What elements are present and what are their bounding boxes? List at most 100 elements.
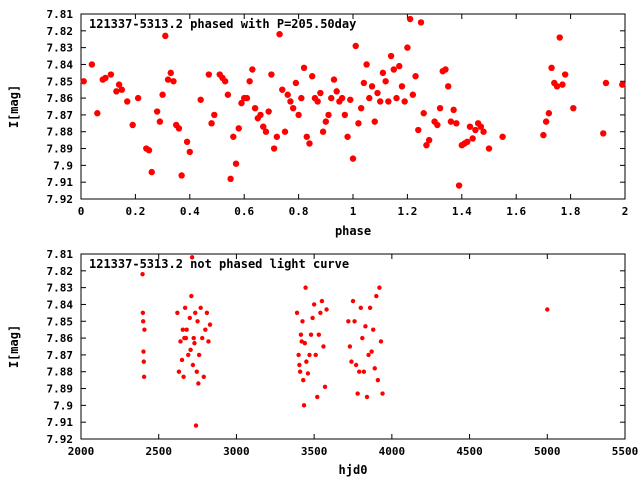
y-tick-label: 7.88 bbox=[47, 126, 74, 139]
data-point bbox=[235, 125, 242, 132]
data-point bbox=[600, 130, 607, 137]
data-point bbox=[302, 340, 308, 346]
data-point bbox=[548, 64, 555, 72]
data-point bbox=[401, 98, 408, 105]
data-point bbox=[257, 111, 264, 119]
data-point bbox=[184, 327, 189, 332]
y-tick-label: 7.9 bbox=[53, 399, 73, 412]
data-point bbox=[297, 362, 302, 368]
data-point bbox=[206, 339, 211, 344]
data-point bbox=[602, 79, 610, 87]
x-tick-label: 0.2 bbox=[125, 205, 145, 218]
data-point bbox=[353, 362, 359, 368]
data-point bbox=[180, 327, 186, 332]
data-point bbox=[129, 121, 136, 129]
data-point bbox=[268, 71, 275, 78]
data-point bbox=[304, 359, 309, 364]
data-point bbox=[208, 120, 215, 127]
data-point bbox=[350, 298, 356, 304]
data-point bbox=[379, 69, 387, 77]
data-point bbox=[313, 352, 318, 358]
y-tick-label: 7.86 bbox=[47, 92, 74, 105]
data-point bbox=[315, 394, 320, 400]
data-point bbox=[140, 271, 145, 277]
data-point bbox=[292, 79, 300, 87]
data-point bbox=[201, 374, 206, 379]
y-tick-label: 7.86 bbox=[47, 332, 74, 345]
data-point bbox=[477, 123, 485, 130]
data-point bbox=[311, 302, 317, 307]
x-tick-label: 1.2 bbox=[397, 205, 417, 218]
data-point bbox=[361, 369, 367, 374]
data-point bbox=[305, 371, 311, 376]
data-point bbox=[279, 86, 286, 93]
data-point bbox=[318, 310, 323, 316]
data-point bbox=[366, 94, 373, 102]
data-point bbox=[88, 61, 96, 68]
data-point bbox=[349, 359, 354, 364]
data-point bbox=[175, 125, 183, 132]
data-point bbox=[140, 310, 146, 316]
data-point bbox=[190, 362, 196, 368]
x-tick-label: 2000 bbox=[68, 445, 95, 458]
data-point bbox=[423, 141, 430, 149]
data-point bbox=[191, 335, 196, 341]
data-point bbox=[393, 94, 400, 102]
y-tick-label: 7.85 bbox=[47, 75, 74, 88]
x-tick-label: 0.8 bbox=[289, 205, 309, 218]
data-point bbox=[357, 104, 365, 112]
y-axis-title: I[mag] bbox=[7, 325, 21, 368]
data-point bbox=[325, 111, 332, 119]
y-tick-label: 7.88 bbox=[47, 366, 74, 379]
x-axis-title: hjd0 bbox=[339, 463, 368, 477]
data-point bbox=[561, 71, 569, 78]
data-point bbox=[192, 340, 197, 346]
data-point bbox=[80, 78, 87, 85]
data-point bbox=[195, 319, 200, 324]
y-tick-label: 7.91 bbox=[47, 176, 74, 189]
data-point bbox=[385, 98, 392, 105]
data-point bbox=[406, 15, 414, 23]
data-point bbox=[368, 83, 376, 90]
data-point bbox=[375, 377, 381, 383]
data-point bbox=[186, 148, 193, 156]
data-point bbox=[141, 374, 147, 379]
data-point bbox=[167, 69, 174, 77]
data-point bbox=[317, 89, 324, 97]
data-point bbox=[324, 307, 329, 312]
data-point bbox=[221, 78, 229, 85]
data-point bbox=[205, 71, 213, 78]
x-tick-label: 5500 bbox=[612, 445, 639, 458]
data-point bbox=[559, 81, 566, 88]
data-point bbox=[374, 89, 381, 97]
data-point bbox=[140, 319, 146, 324]
data-point bbox=[243, 94, 251, 102]
data-point bbox=[113, 88, 120, 95]
data-point bbox=[164, 76, 172, 83]
data-point bbox=[176, 369, 182, 374]
data-point bbox=[107, 71, 115, 78]
data-point bbox=[412, 73, 419, 80]
data-point bbox=[363, 61, 370, 68]
data-point bbox=[295, 111, 302, 119]
data-point bbox=[360, 335, 365, 341]
unphased-light-curve-panel: 2000 2500 3000 3500 4000 4500 5000 5500 7.81 7.82… bbox=[7, 248, 638, 477]
data-point bbox=[189, 255, 195, 260]
y-tick-label: 7.83 bbox=[47, 282, 74, 295]
data-point bbox=[251, 104, 259, 112]
data-point bbox=[102, 74, 109, 82]
data-point bbox=[377, 285, 382, 290]
data-point bbox=[273, 133, 281, 140]
data-point bbox=[447, 118, 455, 125]
data-point bbox=[417, 19, 425, 26]
data-point bbox=[178, 172, 185, 179]
x-tick-label: 1.8 bbox=[561, 205, 581, 218]
x-tick-label: 0.4 bbox=[180, 205, 200, 218]
data-point bbox=[197, 96, 204, 103]
x-tick-label: 1.6 bbox=[506, 205, 526, 218]
data-point bbox=[355, 391, 360, 396]
plot-frame bbox=[80, 13, 626, 200]
data-point bbox=[455, 182, 463, 189]
data-point bbox=[182, 305, 188, 311]
data-point bbox=[306, 140, 313, 147]
